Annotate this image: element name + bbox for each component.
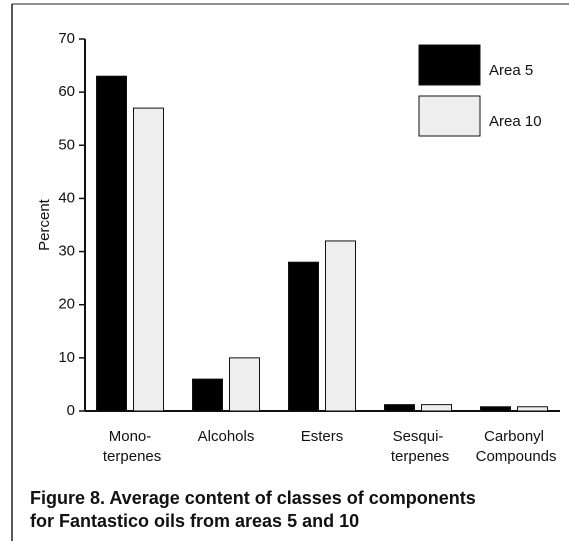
bar (480, 406, 511, 412)
legend-label: Area 10 (489, 113, 542, 130)
bar (288, 261, 319, 412)
bar (133, 107, 164, 412)
caption: for Fantastico oils from areas 5 and 10 (30, 511, 359, 531)
bar (517, 406, 548, 412)
bar (421, 404, 452, 412)
x-tick-label: Alcohols (198, 428, 255, 445)
bar (325, 240, 356, 412)
y-tick-label: 40 (58, 189, 75, 206)
legend-swatch (418, 44, 481, 86)
bar (229, 357, 260, 412)
legend-swatch (418, 95, 481, 137)
bar (96, 75, 127, 412)
legend-label: Area 5 (489, 62, 533, 79)
y-axis-label: Percent (36, 198, 53, 251)
bar (192, 378, 223, 412)
y-tick-label: 70 (58, 30, 75, 47)
bar (384, 404, 415, 412)
x-tick-label: Carbonyl Compounds (471, 428, 556, 465)
x-tick-label: Sesqui- terpenes (387, 428, 450, 465)
y-tick-label: 20 (58, 296, 75, 313)
y-tick-label: 60 (58, 83, 75, 100)
x-tick-label: Mono- terpenes (99, 428, 162, 465)
y-tick-label: 0 (67, 402, 75, 419)
y-tick-label: 10 (58, 349, 75, 366)
y-tick-label: 30 (58, 243, 75, 260)
caption: Figure 8. Average content of classes of … (30, 488, 476, 508)
y-tick-label: 50 (58, 136, 75, 153)
x-tick-label: Esters (301, 428, 344, 445)
